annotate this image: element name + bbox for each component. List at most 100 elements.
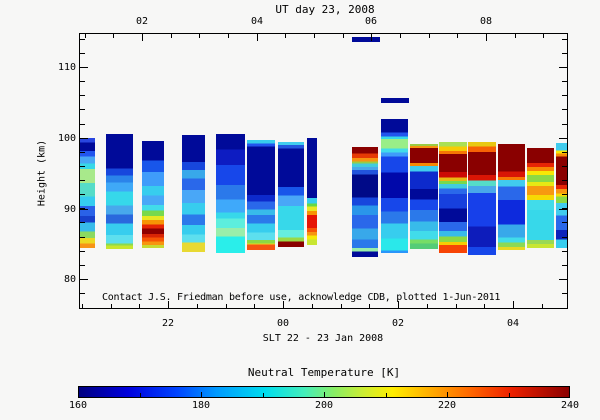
bottom-axis-major-tick xyxy=(168,301,169,308)
right-axis-major-tick xyxy=(559,209,567,210)
bottom-axis-minor-tick xyxy=(139,304,140,308)
plot-border xyxy=(79,33,568,309)
temperature-profile-bar xyxy=(527,148,554,248)
right-axis-major-tick xyxy=(559,138,567,139)
colorbar-tick-label: 180 xyxy=(191,400,211,411)
temperature-profile-bar xyxy=(381,119,408,253)
temperature-profile-bar xyxy=(79,138,95,248)
bottom-axis-minor-tick xyxy=(312,304,313,308)
right-axis-minor-tick xyxy=(562,265,567,266)
height-axis-tick-label: 100 xyxy=(57,133,76,144)
bottom-axis-minor-tick xyxy=(542,304,543,308)
temperature-profile-bar xyxy=(410,144,438,249)
height-axis-tick-label: 80 xyxy=(63,274,76,285)
left-axis-minor-tick xyxy=(80,208,85,209)
left-axis-major-tick xyxy=(80,279,88,280)
temperature-profile-bar xyxy=(307,138,317,245)
slt-axis-label: SLT 22 - 23 Jan 2008 xyxy=(262,333,384,344)
colorbar-tick xyxy=(447,392,448,397)
bottom-axis-minor-tick xyxy=(484,304,485,308)
right-axis-minor-tick xyxy=(562,124,567,125)
left-axis-minor-tick xyxy=(80,53,85,54)
bottom-axis-minor-tick xyxy=(111,304,112,308)
top-axis-minor-tick xyxy=(228,34,229,38)
right-axis-minor-tick xyxy=(562,251,567,252)
top-axis-major-tick xyxy=(371,34,372,41)
top-axis-minor-tick xyxy=(113,34,114,38)
bottom-axis-minor-tick xyxy=(254,304,255,308)
top-axis-minor-tick xyxy=(171,34,172,38)
colorbar-tick-label: 220 xyxy=(437,400,457,411)
left-axis-minor-tick xyxy=(80,194,85,195)
right-axis-minor-tick xyxy=(562,293,567,294)
right-axis-minor-tick xyxy=(562,180,567,181)
right-axis-major-tick xyxy=(559,67,567,68)
top-axis-minor-tick xyxy=(199,34,200,38)
left-axis-major-tick xyxy=(80,209,88,210)
top-axis-tick-label: 06 xyxy=(364,16,378,27)
left-axis-major-tick xyxy=(80,138,88,139)
top-axis-major-tick xyxy=(486,34,487,41)
top-axis-minor-tick xyxy=(457,34,458,38)
bottom-axis-minor-tick xyxy=(456,304,457,308)
left-axis-minor-tick xyxy=(80,39,85,40)
bottom-axis-tick-label: 00 xyxy=(276,318,290,329)
colorbar-tick xyxy=(509,393,510,397)
temperature-profile-bar xyxy=(278,142,304,247)
right-axis-minor-tick xyxy=(562,222,567,223)
right-axis-minor-tick xyxy=(562,95,567,96)
top-axis-major-tick xyxy=(142,34,143,41)
temperature-profile-bar xyxy=(498,144,525,250)
temperature-profile-bar xyxy=(216,134,245,253)
left-axis-minor-tick xyxy=(80,166,85,167)
left-axis-minor-tick xyxy=(80,222,85,223)
colorbar-title: Neutral Temperature [K] xyxy=(247,366,401,379)
temperature-profile-bar xyxy=(352,147,378,257)
bottom-axis-minor-tick xyxy=(341,304,342,308)
left-axis-minor-tick xyxy=(80,180,85,181)
colorbar-tick xyxy=(263,393,264,397)
left-axis-minor-tick xyxy=(80,81,85,82)
left-axis-minor-tick xyxy=(80,251,85,252)
bottom-axis-tick-label: 02 xyxy=(391,318,405,329)
bottom-axis-major-tick xyxy=(513,301,514,308)
right-axis-minor-tick xyxy=(562,208,567,209)
bottom-axis-minor-tick xyxy=(369,304,370,308)
top-axis-minor-tick xyxy=(429,34,430,38)
bottom-axis-major-tick xyxy=(398,301,399,308)
left-axis-major-tick xyxy=(80,67,88,68)
bottom-axis-minor-tick xyxy=(82,304,83,308)
colorbar-tick xyxy=(140,393,141,397)
top-axis-major-tick xyxy=(257,34,258,41)
temperature-profile-bar xyxy=(182,135,205,252)
height-axis-label: Height (km) xyxy=(36,139,48,207)
left-axis-minor-tick xyxy=(80,95,85,96)
bottom-axis-minor-tick xyxy=(197,304,198,308)
colorbar-tick-label: 240 xyxy=(560,400,580,411)
annotation-text: Contact J.S. Friedman before use, acknow… xyxy=(102,292,501,303)
right-axis-minor-tick xyxy=(562,152,567,153)
right-axis-minor-tick xyxy=(562,81,567,82)
right-axis-minor-tick xyxy=(562,39,567,40)
colorbar-tick xyxy=(386,393,387,397)
left-axis-minor-tick xyxy=(80,152,85,153)
high-altitude-segment xyxy=(381,98,409,103)
bottom-axis-minor-tick xyxy=(226,304,227,308)
top-axis-minor-tick xyxy=(543,34,544,38)
colorbar-tick-label: 160 xyxy=(68,400,88,411)
right-axis-minor-tick xyxy=(562,194,567,195)
temperature-profile-bar xyxy=(142,141,164,248)
bottom-axis-tick-label: 04 xyxy=(506,318,520,329)
top-axis-tick-label: 04 xyxy=(250,16,264,27)
top-axis-minor-tick xyxy=(285,34,286,38)
right-axis-minor-tick xyxy=(562,53,567,54)
right-axis-minor-tick xyxy=(562,166,567,167)
bottom-axis-minor-tick xyxy=(427,304,428,308)
left-axis-minor-tick xyxy=(80,124,85,125)
temperature-profile-bar xyxy=(439,142,467,253)
left-axis-minor-tick xyxy=(80,109,85,110)
bottom-axis-tick-label: 22 xyxy=(161,318,175,329)
high-altitude-segment xyxy=(352,37,380,42)
temperature-profile-bar xyxy=(468,142,496,255)
